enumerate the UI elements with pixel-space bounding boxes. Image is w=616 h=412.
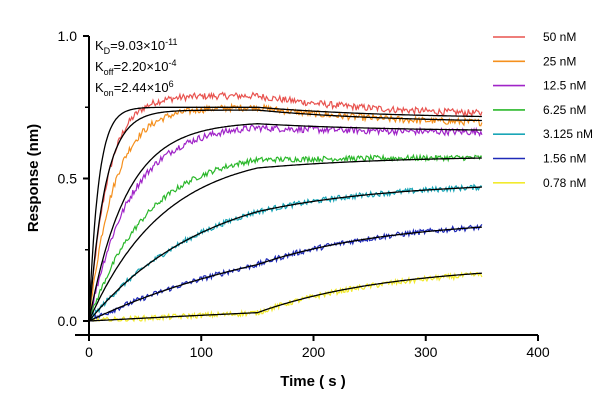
x-tick-label: 0: [85, 344, 93, 360]
x-tick-label: 100: [190, 344, 214, 360]
legend: 50 nM 25 nM 12.5 nM 6.25 nM 3.125 nM 1.56 nM 0…: [493, 30, 593, 190]
series-trace-6-25-nM: [88, 153, 483, 322]
y-tick-label: 0.5: [58, 171, 78, 187]
y-axis-title: Response (nm): [25, 124, 42, 232]
series-trace-50-nM: [88, 91, 483, 320]
series-trace-12-5-nM: [88, 123, 483, 322]
x-axis-title: Time ( s ): [280, 373, 346, 390]
axes: [75, 36, 538, 336]
legend-label: 1.56 nM: [543, 152, 586, 166]
kinetic-koff: Koff=2.20×10-4: [95, 58, 176, 77]
legend-label: 12.5 nM: [543, 79, 586, 93]
fit-curve-1-56-nM: [88, 226, 482, 322]
legend-label: 50 nM: [543, 30, 576, 44]
y-tick-label: 0.0: [58, 313, 78, 329]
kinetic-kon: Kon=2.44×106: [95, 79, 174, 98]
y-tick-label: 1.0: [58, 28, 78, 44]
ticks: 0 100 200 300 400 0.0 0.5 1.0: [58, 28, 550, 360]
fit-curve-12-5-nM: [88, 123, 482, 322]
legend-label: 0.78 nM: [543, 176, 586, 190]
legend-label: 6.25 nM: [543, 103, 586, 117]
x-tick-label: 200: [302, 344, 326, 360]
plot-area: [88, 91, 483, 323]
series-trace-1-56-nM: [88, 223, 483, 322]
fit-curve-50-nM: [88, 106, 482, 322]
kinetic-kd: KD=9.03×10-11: [95, 37, 177, 56]
fit-curve-25-nM: [88, 109, 482, 322]
x-tick-label: 300: [414, 344, 438, 360]
series-trace-3-125-nM: [88, 183, 483, 321]
fit-curve-3-125-nM: [88, 186, 482, 322]
kinetic-constants: KD=9.03×10-11 Koff=2.20×10-4 Kon=2.44×106: [95, 37, 177, 98]
x-tick-label: 400: [526, 344, 550, 360]
fit-curve-0-78-nM: [88, 272, 482, 322]
fit-curve-6-25-nM: [88, 157, 482, 322]
legend-label: 25 nM: [543, 54, 576, 68]
legend-label: 3.125 nM: [543, 127, 593, 141]
